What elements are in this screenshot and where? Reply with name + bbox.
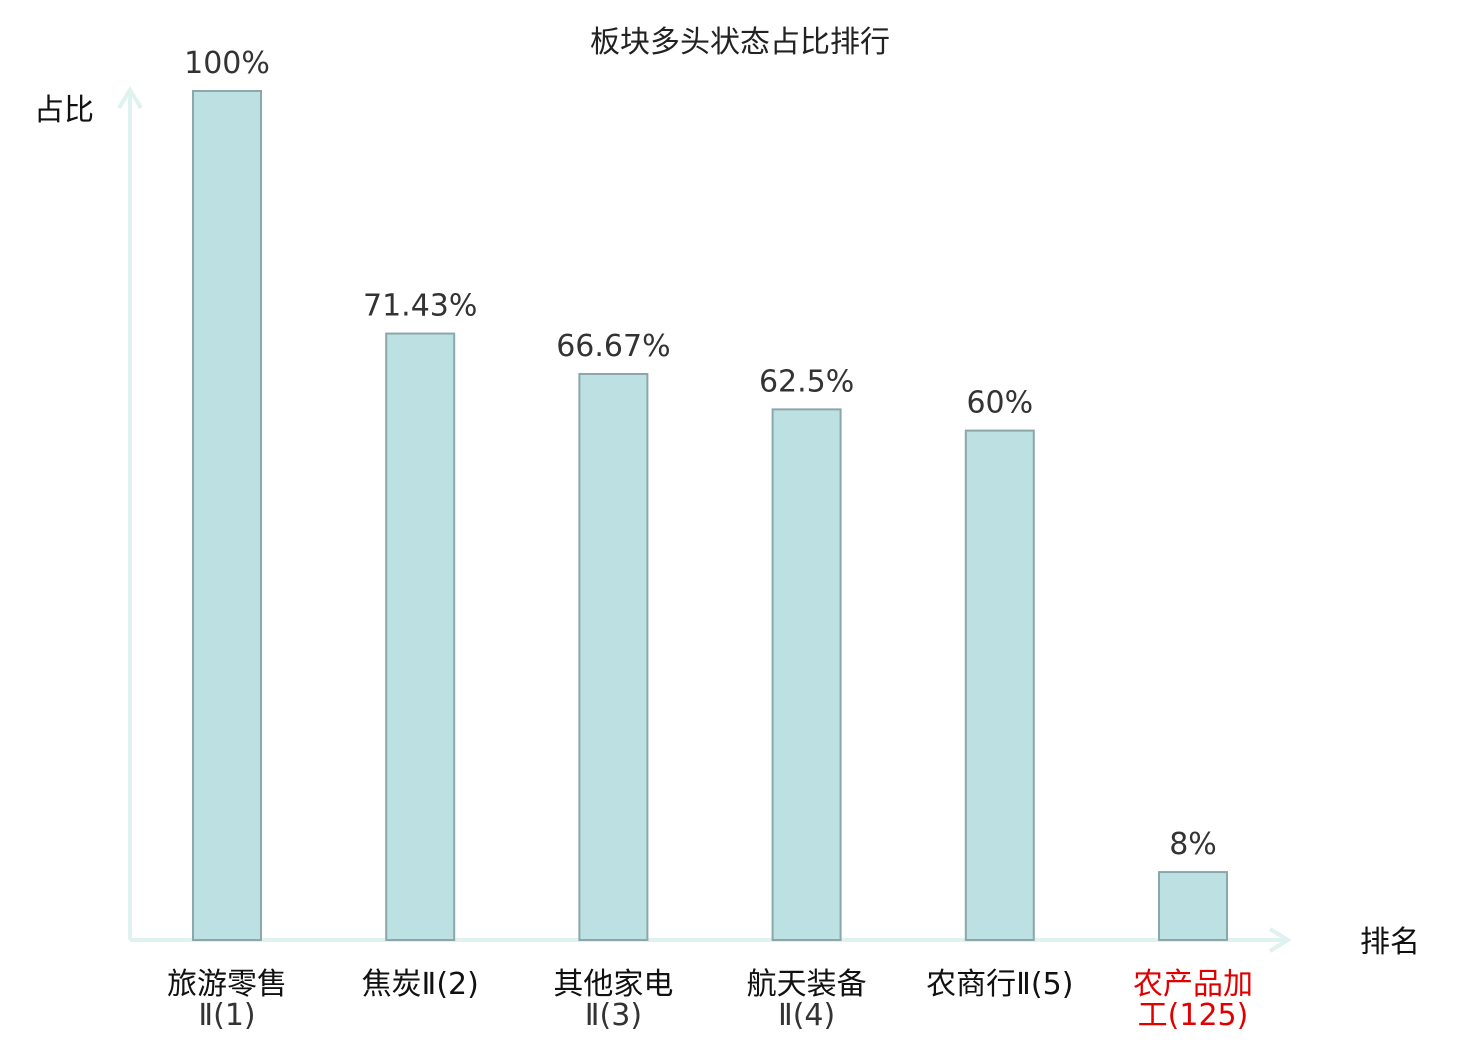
category-label: 农商行Ⅱ(5): [926, 967, 1073, 1002]
category-label-line2: Ⅱ(1): [198, 998, 255, 1033]
bar: [1158, 871, 1228, 942]
chart-title: 板块多头状态占比排行: [590, 25, 890, 60]
bar: [192, 90, 262, 941]
bar: [385, 332, 456, 941]
bar-value-label: 71.43%: [363, 289, 477, 324]
category-label: 旅游零售: [167, 967, 287, 1002]
bar: [771, 408, 842, 941]
bar-value-label: 8%: [1169, 827, 1217, 862]
bar-value-label: 62.5%: [759, 364, 854, 399]
category-label: 航天装备: [747, 967, 867, 1002]
y-axis-arrow: [117, 86, 143, 110]
category-label: 农产品加: [1133, 967, 1253, 1002]
category-label-line2: Ⅱ(4): [778, 998, 835, 1033]
bar: [964, 429, 1035, 941]
bar-value-label: 60%: [966, 386, 1033, 421]
category-label-line2: 工(125): [1138, 998, 1249, 1033]
x-axis-label: 排名: [1360, 925, 1420, 960]
category-label: 其他家电: [553, 967, 673, 1002]
y-axis-label: 占比: [34, 93, 94, 128]
x-axis-arrow: [1268, 927, 1292, 953]
bar-value-label: 100%: [184, 46, 270, 81]
category-label: 焦炭Ⅱ(2): [362, 967, 479, 1002]
bar: [578, 372, 649, 942]
category-label-line2: Ⅱ(3): [585, 998, 642, 1033]
bar-value-label: 66.67%: [556, 329, 670, 364]
